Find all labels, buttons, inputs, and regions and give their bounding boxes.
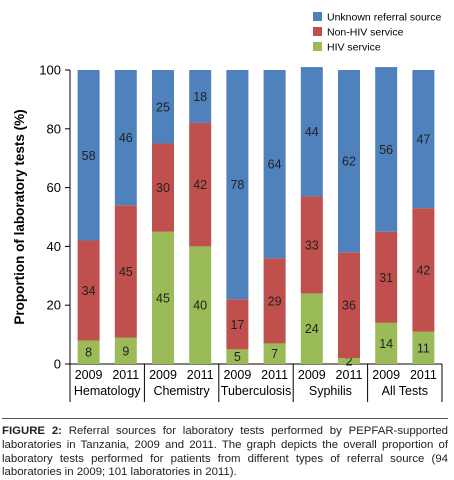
legend-swatch (313, 42, 322, 51)
data-label: 58 (82, 149, 96, 163)
group-label: Hematology (74, 384, 141, 398)
bar-segment (114, 70, 137, 206)
data-label: 45 (119, 265, 133, 279)
data-label: 31 (379, 271, 393, 285)
x-tick-label: 2011 (336, 368, 363, 382)
data-label: 11 (417, 341, 430, 355)
bar-segment (263, 258, 286, 344)
y-tick-label: 80 (47, 121, 61, 136)
data-label: 78 (230, 178, 244, 192)
x-tick-label: 2011 (187, 368, 214, 382)
bar-segment (338, 70, 360, 253)
y-tick-label: 20 (47, 298, 61, 313)
bar-segment (189, 246, 212, 364)
bar-segment (152, 70, 174, 144)
data-label: 17 (230, 318, 244, 332)
data-label: 5 (234, 350, 241, 364)
stacked-bar-chart: 0 20 40 60 80 100 Proportion of laboratory tes… (12, 12, 443, 402)
data-label: 45 (156, 291, 170, 305)
y-tick-label: 0 (54, 357, 61, 372)
bar-segment (263, 70, 286, 259)
data-label: 42 (416, 263, 430, 277)
group-label: Tuberculosis (221, 384, 291, 398)
bar-segment (226, 299, 249, 350)
x-tick-label: 2009 (223, 368, 251, 382)
data-label: 33 (305, 238, 319, 252)
bar-segment (226, 349, 249, 364)
bar-segment (189, 122, 212, 247)
bar-segment (114, 337, 137, 364)
bar-segment (338, 358, 360, 364)
legend-swatch (313, 12, 322, 21)
y-tick-label: 100 (39, 63, 61, 78)
caption-label: FIGURE 2: (2, 425, 62, 437)
data-label: 8 (85, 346, 92, 360)
data-label: 18 (193, 90, 207, 104)
bar-segment (375, 67, 398, 232)
x-tick-label: 2009 (372, 368, 400, 382)
x-tick-label: 2011 (112, 368, 139, 382)
legend-label: Non-HIV service (327, 27, 404, 39)
data-label: 36 (342, 299, 356, 313)
bar-segment (412, 70, 435, 209)
caption-text: Referral sources for laboratory tests pe… (2, 425, 448, 479)
bar-segment (375, 231, 398, 323)
figure-caption: FIGURE 2: Referral sources for laborator… (2, 418, 448, 480)
data-label: 14 (379, 337, 393, 351)
bar-segment (300, 196, 323, 294)
y-tick-label: 40 (47, 239, 61, 254)
bar-segment (77, 70, 100, 241)
data-label: 64 (268, 158, 282, 172)
data-label: 40 (193, 299, 207, 313)
data-label: 24 (305, 322, 319, 336)
bar-segment (412, 331, 435, 364)
data-label: 7 (271, 347, 278, 361)
bar-segment (226, 70, 249, 300)
data-label: 42 (193, 178, 207, 192)
bar-segment (152, 143, 174, 232)
data-label: 56 (379, 143, 393, 157)
bar-segment (77, 340, 100, 364)
data-label: 47 (416, 133, 430, 147)
bar-segment (412, 208, 435, 332)
data-label: 25 (156, 100, 170, 114)
bar-segment (189, 70, 212, 123)
data-label: 9 (122, 344, 129, 358)
data-label: 30 (156, 181, 170, 195)
legend-swatch (313, 27, 322, 36)
x-tick-label: 2009 (149, 368, 177, 382)
data-label: 29 (268, 294, 282, 308)
data-label: 44 (305, 125, 319, 139)
legend-label: HIV service (327, 42, 381, 54)
data-label: 62 (342, 155, 356, 169)
x-tick-label: 2011 (410, 368, 437, 382)
y-axis-title: Proportion of laboratory tests (%) (12, 109, 27, 324)
data-label: 34 (82, 284, 96, 298)
group-label: Chemistry (153, 384, 210, 398)
y-tick-label: 60 (47, 180, 61, 195)
bar-segment (114, 205, 137, 338)
x-tick-label: 2009 (75, 368, 103, 382)
bar-segment (300, 293, 323, 364)
x-tick-label: 2011 (261, 368, 288, 382)
bar-segment (338, 252, 360, 359)
bar-segment (152, 231, 174, 364)
bar-segment (300, 67, 323, 197)
bar-segment (263, 343, 286, 364)
data-label: 46 (119, 131, 133, 145)
bar-segment (375, 322, 398, 364)
group-label: All Tests (382, 384, 428, 398)
legend-label: Unknown referral source (327, 12, 442, 24)
bar-segment (77, 240, 100, 341)
x-tick-label: 2009 (298, 368, 326, 382)
data-label: 2 (346, 355, 353, 369)
group-label: Syphilis (309, 384, 352, 398)
